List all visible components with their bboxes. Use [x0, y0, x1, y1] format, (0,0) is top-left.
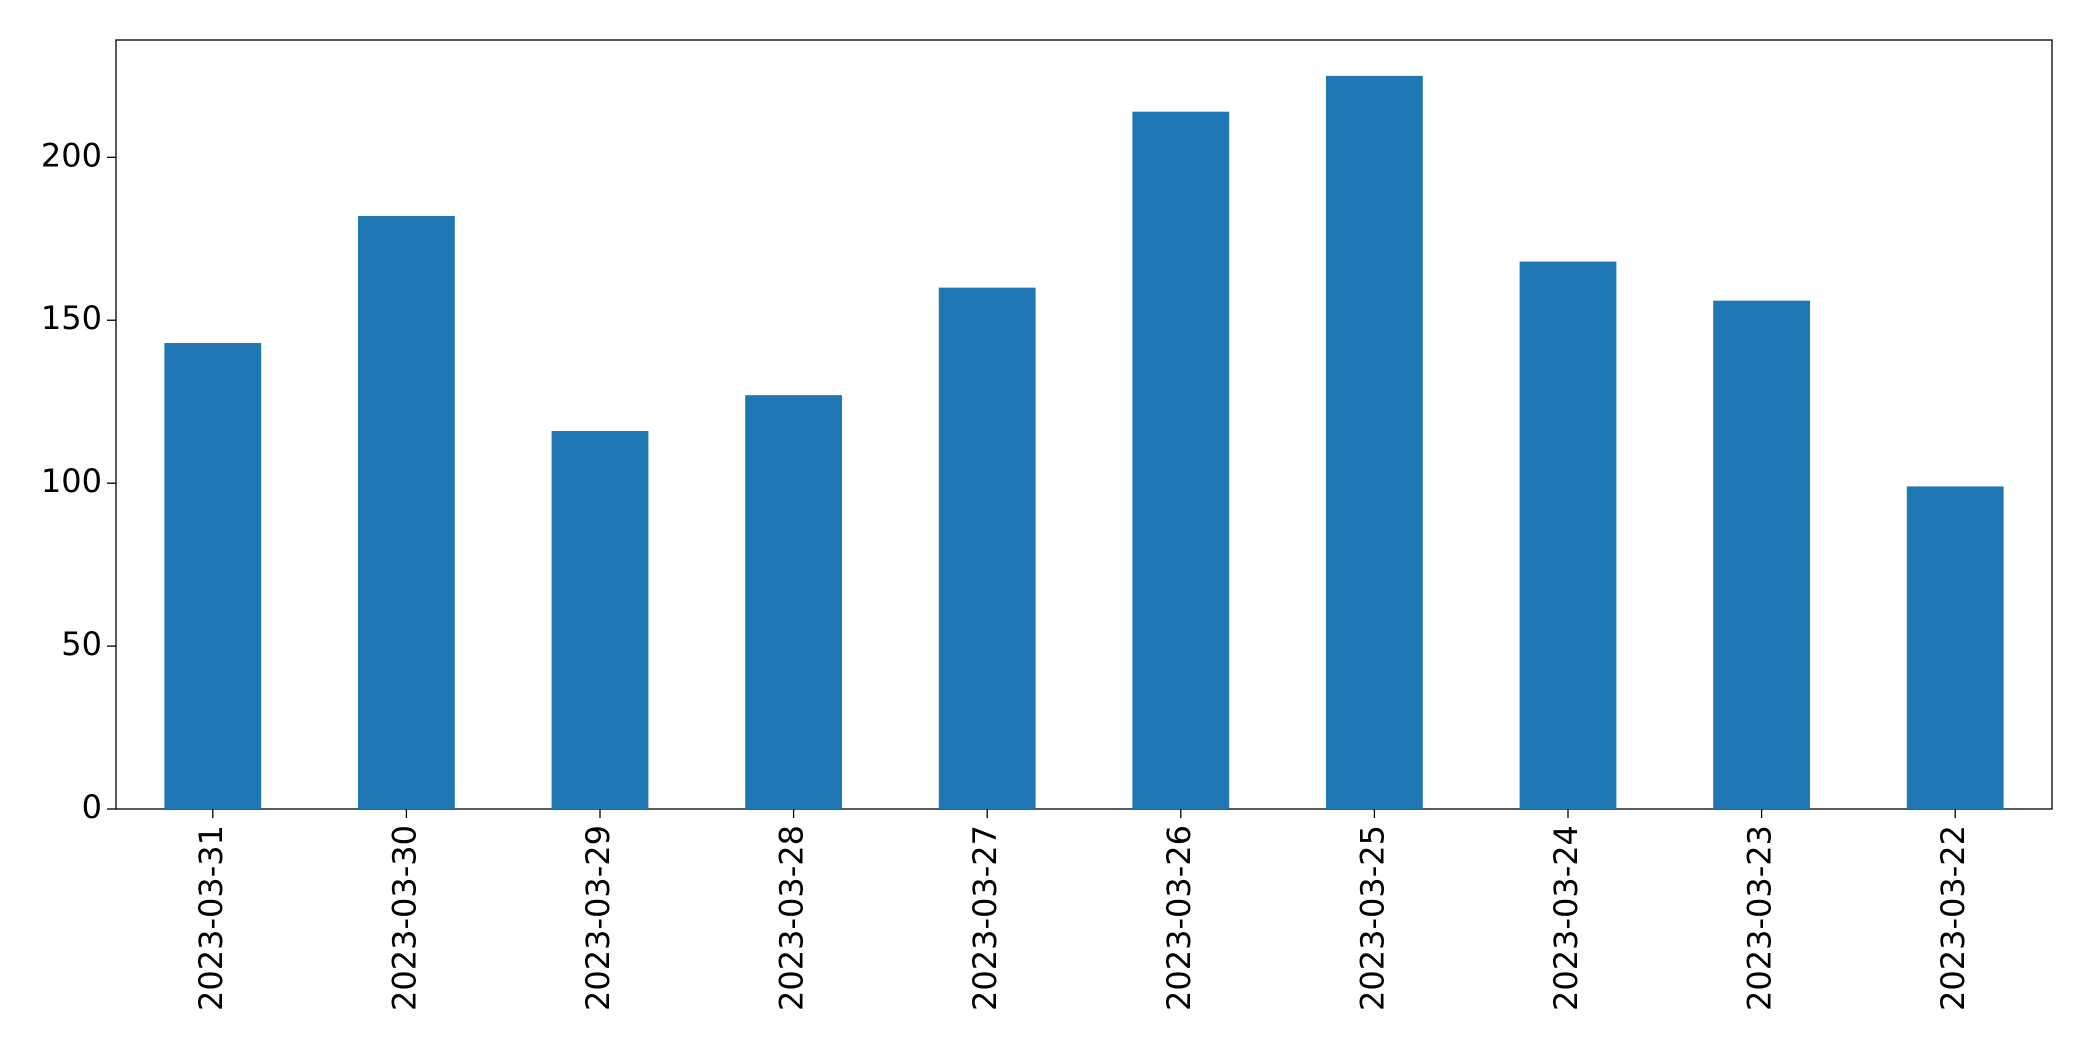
bar [1519, 261, 1617, 809]
x-tick-label: 2023-03-23 [1741, 825, 1779, 1011]
bar [1713, 300, 1810, 809]
y-tick-label: 0 [82, 788, 102, 826]
bar [745, 395, 842, 809]
x-tick-label: 2023-03-26 [1160, 825, 1198, 1011]
plot-frame [115, 39, 2053, 810]
bar [1132, 111, 1230, 809]
x-tick-label: 2023-03-31 [192, 825, 230, 1011]
y-tick-label: 150 [41, 299, 102, 337]
bar [358, 215, 455, 809]
x-tick-label: 2023-03-28 [773, 825, 811, 1011]
y-tick-label: 100 [41, 462, 102, 500]
y-tick-label: 200 [41, 136, 102, 174]
y-tick-label: 50 [61, 625, 102, 663]
x-tick-label: 2023-03-27 [966, 825, 1004, 1011]
bar [938, 287, 1036, 810]
bar [164, 343, 262, 809]
x-tick-label: 2023-03-29 [579, 825, 617, 1011]
bar [551, 431, 649, 809]
x-tick-label: 2023-03-25 [1353, 825, 1391, 1011]
x-tick-label: 2023-03-24 [1547, 825, 1585, 1011]
x-tick-label: 2023-03-30 [385, 825, 423, 1011]
bar [1326, 75, 1423, 810]
bar [1906, 486, 2004, 809]
x-tick-label: 2023-03-22 [1934, 825, 1972, 1011]
